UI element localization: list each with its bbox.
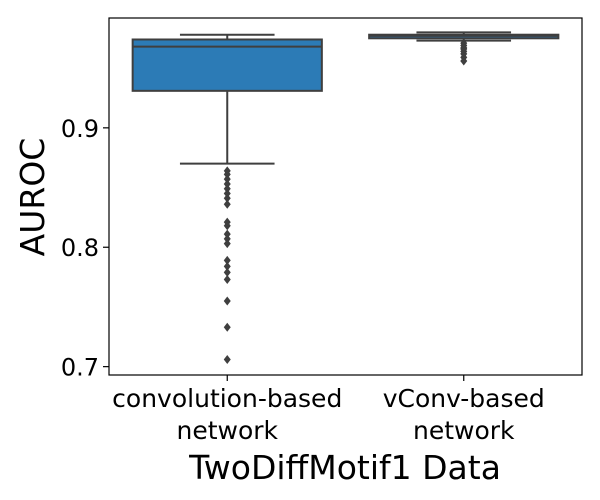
box-0-outlier-10: [223, 229, 231, 239]
x-axis-ticks: convolution-based network vConv-based netwo…: [112, 375, 545, 445]
box-0-outlier-16: [223, 274, 231, 284]
box-0-outlier-15: [223, 267, 231, 277]
box-0-outlier-7: [223, 199, 231, 209]
y-axis-title: AUROC: [13, 138, 52, 257]
box-0-outlier-5: [223, 189, 231, 199]
box-0-outlier-18: [223, 322, 231, 332]
box-1-outlier-7: [460, 56, 468, 66]
y-tick-label-2: 0.9: [61, 115, 99, 143]
box-0-outlier-12: [223, 239, 231, 249]
y-tick-label-0: 0.7: [61, 354, 99, 382]
x-tick-label-1-line2: network: [413, 416, 515, 445]
plot-frame: [108, 17, 583, 376]
box-0-outlier-3: [223, 179, 231, 189]
box-0-outlier-14: [223, 261, 231, 271]
box-0-outlier-11: [223, 234, 231, 244]
y-tick-label-1: 0.8: [61, 234, 99, 262]
box-0: [131, 33, 323, 364]
box-0-outlier-13: [223, 255, 231, 265]
box-0-outlier-9: [223, 221, 231, 231]
box-1: [368, 31, 560, 66]
y-axis-ticks: 0.7 0.8 0.9: [61, 115, 109, 382]
x-tick-label-0-line1: convolution-based: [112, 384, 342, 413]
box-0-outlier-17: [223, 296, 231, 306]
box-0-outlier-4: [223, 184, 231, 194]
box-0-outlier-1: [223, 169, 231, 179]
box-0-outlier-6: [223, 193, 231, 203]
x-tick-label-1-line1: vConv-based: [383, 384, 545, 413]
x-tick-label-0-line2: network: [176, 416, 278, 445]
box-0-outlier-19: [223, 354, 231, 364]
x-axis-title: TwoDiffMotif1 Data: [188, 448, 501, 487]
plot-elements: [131, 31, 560, 364]
box-0-outlier-2: [223, 174, 231, 184]
box-0-iqr: [131, 38, 323, 92]
